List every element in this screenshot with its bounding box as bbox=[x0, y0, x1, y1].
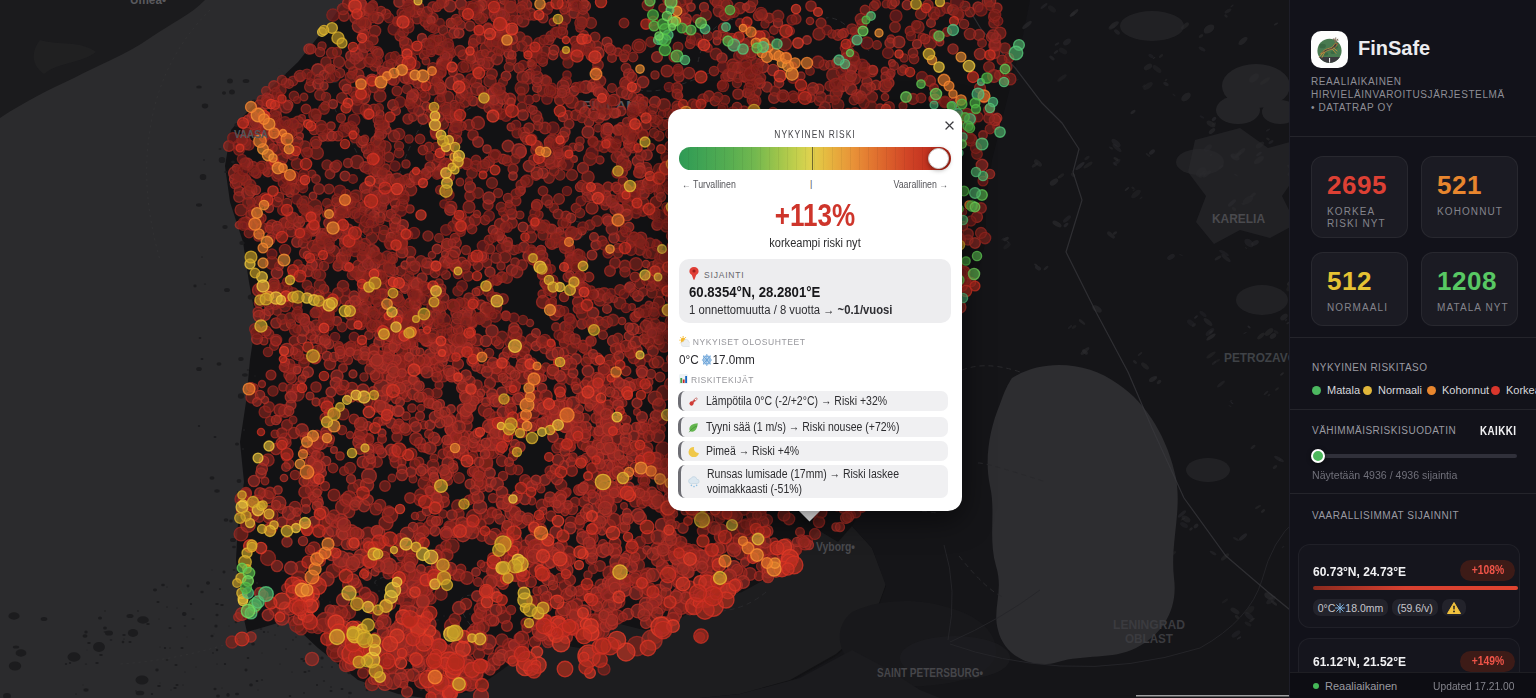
svg-text:VAASA: VAASA bbox=[234, 128, 268, 140]
svg-text:KARELIA: KARELIA bbox=[1212, 211, 1265, 226]
svg-text:OBLAST: OBLAST bbox=[1125, 631, 1174, 646]
svg-text:Vyborg•: Vyborg• bbox=[816, 540, 855, 554]
svg-text:SAINT PETERSBURG•: SAINT PETERSBURG• bbox=[877, 666, 983, 680]
svg-text:Umeå•: Umeå• bbox=[130, 0, 166, 7]
svg-text:LENINGRAD: LENINGRAD bbox=[1113, 617, 1185, 632]
